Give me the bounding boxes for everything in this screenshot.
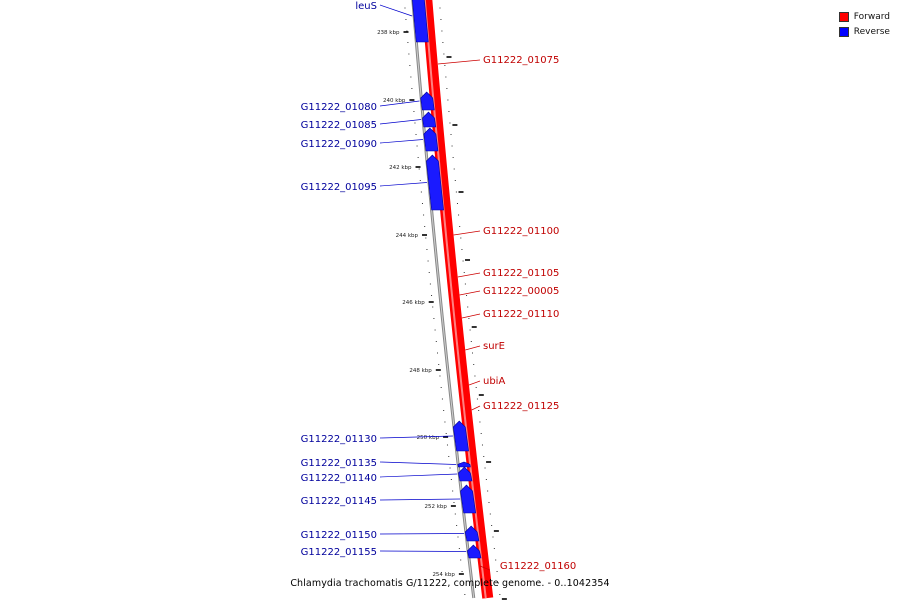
gene-leader: [468, 380, 481, 386]
reverse-gene-label: G11222_01080: [301, 102, 377, 113]
forward-swatch: [838, 11, 849, 22]
reverse-gene-feature: [464, 525, 480, 542]
gene-leader: [379, 461, 457, 465]
forward-gene-label: G11222_01160: [500, 561, 576, 572]
forward-gene-label: ubiA: [483, 376, 505, 387]
reverse-gene-label: G11222_01085: [301, 120, 377, 131]
reverse-strand: [412, 0, 482, 559]
reverse-gene-feature: [412, 0, 429, 43]
reverse-gene-feature: [423, 127, 439, 152]
gene-leader: [461, 313, 481, 319]
legend-item-reverse: Reverse: [838, 24, 890, 39]
gene-leader: [379, 473, 458, 478]
reverse-gene-label: G11222_01150: [301, 530, 377, 541]
gene-leader: [379, 435, 453, 439]
map-caption: Chlamydia trachomatis G/11222, complete …: [290, 578, 610, 589]
reverse-gene-feature: [460, 484, 477, 514]
forward-gene-label: G11222_01105: [483, 268, 559, 279]
legend: Forward Reverse: [838, 9, 890, 39]
forward-gene-label: surE: [483, 341, 505, 352]
tick-label: 250 kbp: [417, 435, 440, 441]
gene-leader: [437, 59, 481, 65]
tick-label: 238 kbp: [377, 30, 400, 36]
gene-leader: [471, 405, 481, 411]
forward-strand: [421, 0, 494, 599]
reverse-gene-label: leuS: [355, 1, 377, 12]
tick-label: 254 kbp: [432, 572, 455, 578]
gene-leader: [379, 182, 427, 187]
gene-leader: [379, 119, 422, 125]
scale-ticks: 238 kbp 240 kbp 242 kbp 244 kbp 246 kbp 248 k…: [377, 30, 507, 600]
gene-leader: [453, 230, 481, 236]
reverse-gene-label: G11222_01140: [301, 473, 377, 484]
gene-leader: [379, 498, 461, 501]
reverse-gene-feature: [452, 420, 469, 452]
reverse-gene-label: G11222_01135: [301, 458, 377, 469]
gene-labels: leuS G11222_01080 G11222_01085 G11222_01090…: [301, 1, 577, 572]
tick-label: 242 kbp: [389, 165, 412, 171]
gene-leader: [465, 345, 481, 351]
forward-gene-label: G11222_00005: [483, 286, 559, 297]
forward-gene-label: G11222_01100: [483, 226, 559, 237]
minor-ticks: [404, 7, 501, 595]
reverse-gene-feature: [467, 544, 482, 559]
gene-leader: [379, 100, 420, 107]
gene-leader: [459, 290, 481, 296]
forward-gene-label: G11222_01125: [483, 401, 559, 412]
reverse-gene-label: G11222_01095: [301, 182, 377, 193]
reverse-gene-feature: [426, 154, 444, 211]
tick-label: 244 kbp: [396, 233, 419, 239]
legend-item-forward: Forward: [838, 9, 890, 24]
gene-leader: [379, 4, 413, 17]
reverse-gene-label: G11222_01090: [301, 139, 377, 150]
forward-gene-label: G11222_01110: [483, 309, 559, 320]
reverse-gene-feature: [458, 466, 473, 482]
reverse-gene-feature: [420, 91, 435, 111]
legend-label-reverse: Reverse: [853, 26, 890, 37]
forward-gene-label: G11222_01075: [483, 55, 559, 66]
reverse-gene-label: G11222_01145: [301, 496, 377, 507]
reverse-swatch: [838, 26, 849, 37]
gene-leader: [379, 139, 424, 144]
tick-label: 246 kbp: [402, 300, 425, 306]
forward-feature-shade: [423, 0, 487, 599]
forward-feature-band: [421, 0, 494, 599]
tick-label: 248 kbp: [409, 368, 432, 374]
reverse-gene-label: G11222_01155: [301, 547, 377, 558]
reverse-gene-feature: [422, 111, 437, 128]
gene-leader: [479, 565, 491, 571]
reverse-gene-label: G11222_01130: [301, 434, 377, 445]
tick-label: 240 kbp: [383, 98, 406, 104]
gene-leader: [457, 272, 481, 278]
legend-label-forward: Forward: [853, 11, 890, 22]
gene-leader: [379, 550, 467, 552]
tick-label: 252 kbp: [424, 504, 447, 510]
gene-leader: [379, 533, 465, 535]
